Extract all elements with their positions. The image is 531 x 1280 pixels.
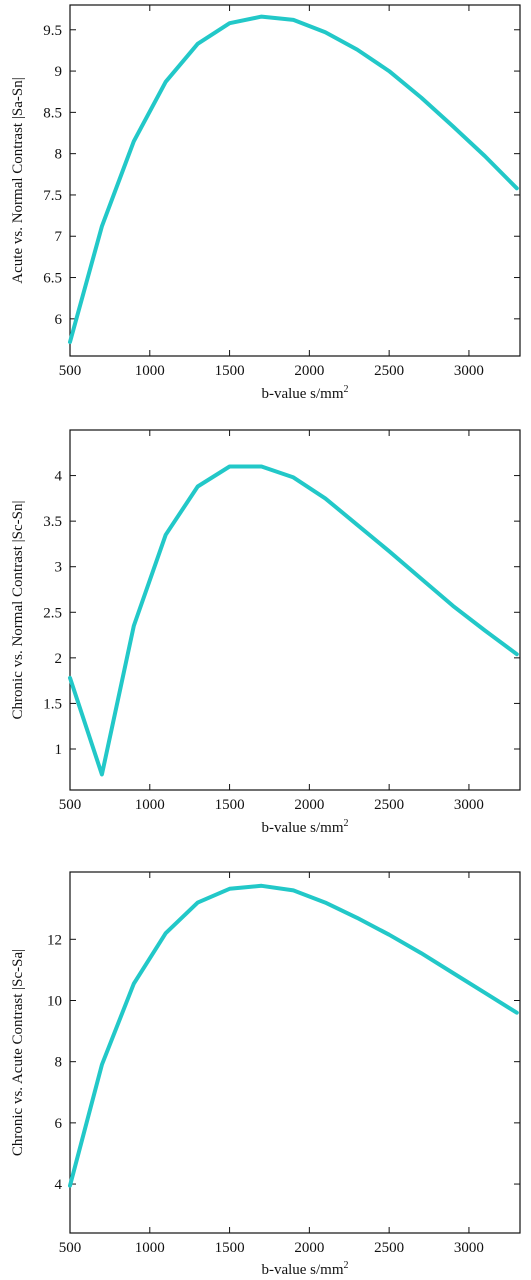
y-tick-label: 8.5 xyxy=(43,105,62,121)
x-tick-label: 2000 xyxy=(294,363,324,379)
y-tick-label: 7.5 xyxy=(43,188,62,204)
plot-frame xyxy=(69,429,521,791)
y-tick-label: 4 xyxy=(55,1177,63,1193)
chart-panel-1: 500 1000 1500 2000 2500 3000 6 6.5 7 7.5 8 8.5 9 9.5 b… xyxy=(10,4,521,402)
y-tick-label: 6 xyxy=(55,1116,63,1132)
x-tick-label: 3000 xyxy=(454,1240,484,1256)
x-tick-label: 500 xyxy=(59,363,82,379)
x-tick-label: 2500 xyxy=(374,797,404,813)
chart-panel-3: 500 1000 1500 2000 2500 3000 4 6 8 10 12 b-value s/… xyxy=(10,871,521,1278)
y-tick-label: 9 xyxy=(55,64,63,80)
y-axis-title: Chronic vs. Acute Contrast |Sc-Sa| xyxy=(10,949,26,1156)
x-tick-label: 2500 xyxy=(374,1240,404,1256)
x-axis-title: b-value s/mm2 xyxy=(261,818,348,836)
x-tick-label: 3000 xyxy=(454,363,484,379)
x-tick-label: 1500 xyxy=(215,363,245,379)
x-tick-label: 500 xyxy=(59,797,82,813)
y-tick-label: 6 xyxy=(55,312,63,328)
x-tick-label: 2000 xyxy=(294,797,324,813)
y-tick-label: 8 xyxy=(55,1055,63,1071)
plot-frame xyxy=(69,871,521,1234)
y-tick-label: 12 xyxy=(47,932,62,948)
x-axis-title: b-value s/mm2 xyxy=(261,1260,348,1278)
y-tick-label: 4 xyxy=(55,469,63,485)
y-tick-label: 9.5 xyxy=(43,23,62,39)
x-tick-label: 500 xyxy=(59,1240,82,1256)
x-axis-title-text: b-value s/mm xyxy=(261,386,343,402)
x-axis-title-superscript: 2 xyxy=(344,384,349,395)
x-tick-label: 2500 xyxy=(374,363,404,379)
y-tick-label: 3.5 xyxy=(43,514,62,530)
x-axis-title-text: b-value s/mm xyxy=(261,1262,343,1278)
x-tick-label: 1000 xyxy=(135,363,165,379)
y-tick-label: 7 xyxy=(55,229,63,245)
series-line-1 xyxy=(68,464,519,777)
y-tick-label: 3 xyxy=(55,560,63,576)
x-axis-title-text: b-value s/mm xyxy=(261,820,343,836)
y-tick-label: 1 xyxy=(55,742,63,758)
y-axis-title: Chronic vs. Normal Contrast |Sc-Sn| xyxy=(10,501,26,720)
x-tick-label: 1000 xyxy=(135,1240,165,1256)
y-axis-title: Acute vs. Normal Contrast |Sa-Sn| xyxy=(10,77,26,283)
y-tick-label: 6.5 xyxy=(43,271,62,287)
series-line-1 xyxy=(68,883,519,1188)
x-tick-label: 1500 xyxy=(215,797,245,813)
x-tick-label: 3000 xyxy=(454,797,484,813)
chart-panel-2: 500 1000 1500 2000 2500 3000 1 1.5 2 2.5 3 3.5 4 b-va… xyxy=(10,429,521,836)
x-tick-label: 1000 xyxy=(135,797,165,813)
y-tick-label: 2.5 xyxy=(43,605,62,621)
plot-frame xyxy=(69,4,521,357)
y-tick-label: 2 xyxy=(55,651,63,667)
series-line-1 xyxy=(68,14,519,344)
y-tick-label: 8 xyxy=(55,147,63,163)
x-tick-label: 2000 xyxy=(294,1240,324,1256)
y-tick-label: 1.5 xyxy=(43,696,62,712)
x-tick-label: 1500 xyxy=(215,1240,245,1256)
y-tick-label: 10 xyxy=(47,993,62,1009)
x-axis-title-superscript: 2 xyxy=(344,1260,349,1271)
x-axis-title-superscript: 2 xyxy=(344,818,349,829)
x-axis-title: b-value s/mm2 xyxy=(261,384,348,402)
